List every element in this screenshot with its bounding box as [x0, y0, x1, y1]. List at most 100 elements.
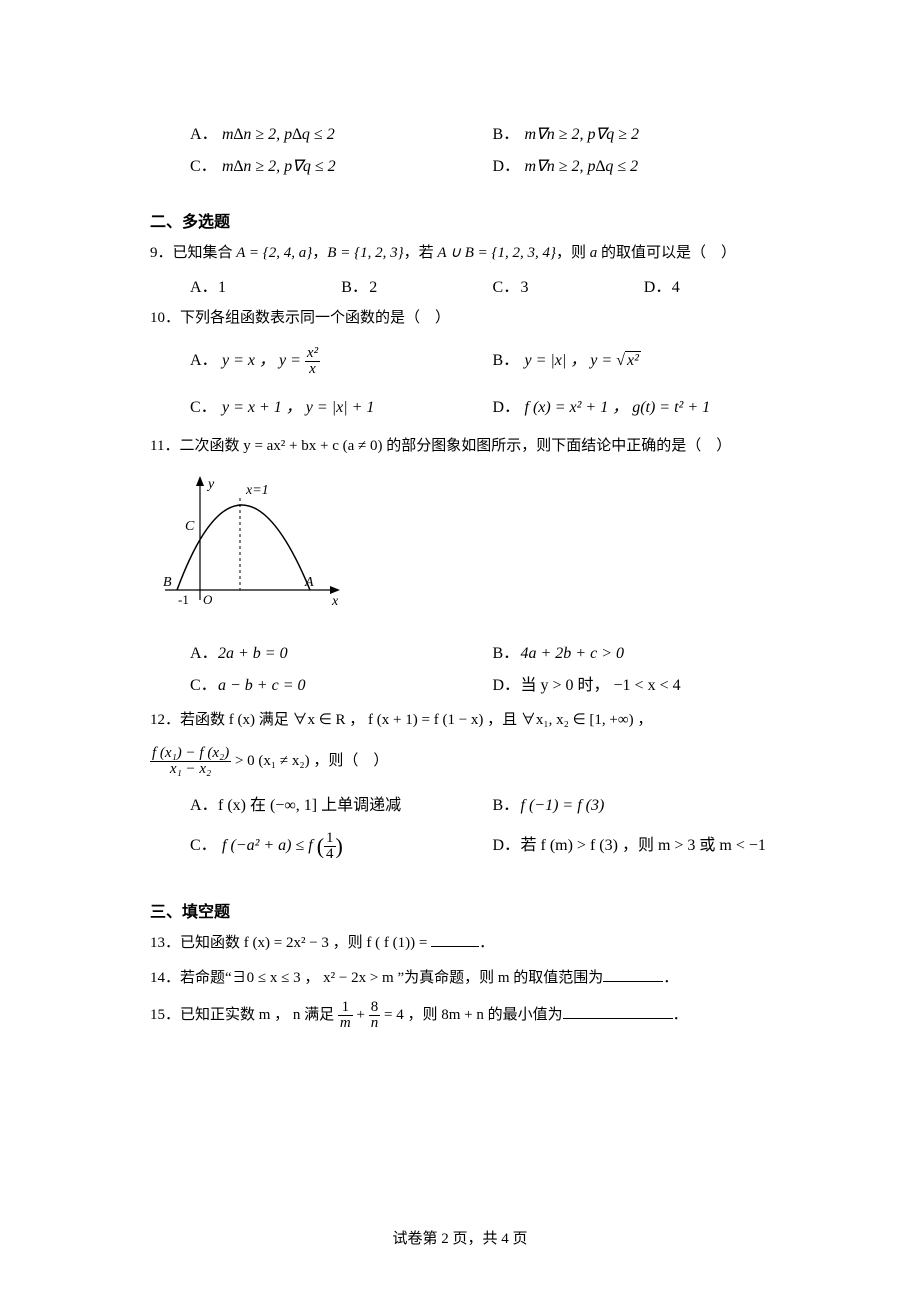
section-3-title: 三、填空题: [150, 898, 795, 922]
opt-label: D．: [493, 831, 521, 855]
opt-label: A．: [190, 120, 218, 144]
math-expr: m∆n ≥ 2, p∇q ≤ 2: [222, 158, 336, 175]
q10-stem: 10．下列各组函数表示同一个函数的是（ ）: [150, 305, 795, 332]
q8-options: A． m∆n ≥ 2, p∆q ≤ 2 B． m∇n ≥ 2, p∇q ≥ 2 …: [190, 116, 795, 180]
opt-label: B．: [493, 120, 521, 144]
q8-opt-c: C． m∆n ≥ 2, p∇q ≤ 2: [190, 148, 493, 180]
q13-pre: 13．已知函数 f (x) = 2x² − 3 ，则 f ( f (1)) =: [150, 935, 431, 951]
q9-opt-b: B．2: [341, 273, 492, 297]
q9-opt-a: A．1: [190, 273, 341, 297]
q10-opt-a: A． y = x ， y = x²x: [190, 338, 493, 385]
x-label: x: [331, 594, 339, 609]
opt-label: C．: [190, 831, 218, 855]
q11-stem: 11．二次函数 y = ax² + bx + c (a ≠ 0) 的部分图象如图…: [150, 433, 795, 460]
parabola-curve: [177, 505, 310, 590]
q8-opt-a: A． m∆n ≥ 2, p∆q ≤ 2: [190, 116, 493, 148]
fraction: 8n: [369, 1000, 381, 1031]
fraction: f (x₁) − f (x₂) x₁ − x₂: [150, 746, 231, 777]
parabola-chart: y x x=1 C B A O -1: [160, 470, 350, 620]
opt-val: 4: [672, 279, 680, 296]
text: ，则: [556, 245, 590, 261]
opt-label: B．: [493, 639, 521, 663]
math-expr: m∇n ≥ 2, p∆q ≤ 2: [525, 158, 639, 175]
opt-label: C．: [190, 671, 218, 695]
exam-page: A． m∆n ≥ 2, p∆q ≤ 2 B． m∇n ≥ 2, p∇q ≥ 2 …: [0, 0, 920, 1302]
y-label: y: [206, 477, 215, 492]
b-label: B: [163, 575, 172, 590]
q12-opt-b: B．f (−1) = f (3): [493, 783, 796, 823]
q11-options: A．2a + b = 0 B．4a + 2b + c > 0 C．a − b +…: [190, 635, 795, 699]
opt-txt: 若 f (m) > f (3) ，则 m > 3 或 m < −1: [521, 837, 766, 854]
q12-options: A．f (x) 在 (−∞, 1] 上单调递减 B．f (−1) = f (3)…: [190, 783, 795, 870]
q10-opt-d: D． f (x) = x² + 1 ， g(t) = t² + 1: [493, 385, 796, 425]
q15: 15．已知正实数 m ， n 满足 1m + 8n = 4 ，则 8m + n …: [150, 1000, 795, 1031]
fraction: x²x: [305, 346, 320, 377]
page-footer: 试卷第 2 页，共 4 页: [0, 1227, 920, 1248]
x1-label: x=1: [245, 483, 269, 498]
q9-options: A．1 B．2 C．3 D．4: [190, 273, 795, 297]
opt-val: 2: [369, 279, 377, 296]
opt-label: C．: [493, 273, 521, 297]
opt-label: B．: [493, 346, 521, 370]
frac-den: 4: [324, 847, 336, 862]
q11-opt-c: C．a − b + c = 0: [190, 667, 493, 699]
math-expr: m∆n ≥ 2, p∆q ≤ 2: [222, 126, 335, 143]
q10-opt-b: B． y = |x| ， y = √x²: [493, 338, 796, 385]
frac-num: f (x₁) − f (x₂): [150, 746, 231, 762]
opt-label: D．: [493, 393, 521, 417]
radicand: x²: [625, 351, 641, 370]
fraction: 1m: [338, 1000, 353, 1031]
c-label: C: [185, 519, 195, 534]
text: ，若: [404, 245, 438, 261]
neg1-label: -1: [178, 592, 189, 607]
math: B = {1, 2, 3}: [327, 245, 403, 261]
q14-pre: 14．若命题“∃0 ≤ x ≤ 3 ， x² − 2x > m ”为真命题，则 …: [150, 970, 603, 986]
opt-label: C．: [190, 393, 218, 417]
opt-label: A．: [190, 639, 218, 663]
o-label: O: [203, 592, 213, 607]
a-label: A: [304, 575, 314, 590]
q8-opt-d: D． m∇n ≥ 2, p∆q ≤ 2: [493, 148, 796, 180]
q8-opt-b: B． m∇n ≥ 2, p∇q ≥ 2: [493, 116, 796, 148]
x-axis-arrow-icon: [330, 586, 340, 594]
opt-txt: 2a + b = 0: [218, 645, 288, 662]
frac-den: x: [305, 362, 320, 377]
opt-label: D．: [644, 273, 672, 297]
frac-num: 1: [324, 831, 336, 847]
opt-txt: 当 y > 0 时， −1 < x < 4: [521, 677, 681, 694]
frac-den: m: [338, 1016, 353, 1031]
opt-pre: f (−a² + a) ≤ f: [222, 837, 317, 854]
y-axis-arrow-icon: [196, 476, 204, 486]
plus: +: [357, 1007, 369, 1023]
frac-num: 1: [338, 1000, 353, 1016]
q13-post: ．: [479, 935, 494, 951]
opt-label: D．: [493, 671, 521, 695]
opt-pre: y = x ， y =: [222, 352, 305, 369]
frac-num: x²: [305, 346, 320, 362]
opt-label: A．: [190, 273, 218, 297]
opt-label: D．: [493, 152, 521, 176]
frac-den: n: [369, 1016, 381, 1031]
q9-opt-d: D．4: [644, 273, 795, 297]
opt-txt: a − b + c = 0: [218, 677, 306, 694]
q12-stem-line1: 12．若函数 f (x) 满足 ∀x ∈ R ， f (x + 1) = f (…: [150, 707, 795, 734]
q9-stem: 9．已知集合 A = {2, 4, a}，B = {1, 2, 3}，若 A ∪…: [150, 240, 795, 267]
q15-pre: 15．已知正实数 m ， n 满足: [150, 1007, 338, 1023]
math: A = {2, 4, a}: [236, 245, 312, 261]
q12-opt-a: A．f (x) 在 (−∞, 1] 上单调递减: [190, 783, 493, 823]
rparen-icon: ): [336, 834, 343, 859]
text: 9．已知集合: [150, 245, 236, 261]
q11-figure: y x x=1 C B A O -1: [160, 470, 795, 625]
tail: > 0 (x₁ ≠ x₂) ，则（ ）: [235, 753, 388, 769]
opt-label: C．: [190, 152, 218, 176]
blank: [563, 1003, 673, 1019]
q12-stem-line2: f (x₁) − f (x₂) x₁ − x₂ > 0 (x₁ ≠ x₂) ，则…: [150, 746, 795, 777]
sqrt: √x²: [616, 351, 641, 370]
blank: [431, 931, 479, 947]
math: A ∪ B = {1, 2, 3, 4}: [437, 245, 556, 261]
opt-label: B．: [493, 791, 521, 815]
frac-num: 8: [369, 1000, 381, 1016]
opt-pre: y = |x| ， y =: [525, 352, 617, 369]
q14: 14．若命题“∃0 ≤ x ≤ 3 ， x² − 2x > m ”为真命题，则 …: [150, 965, 795, 992]
section-2-title: 二、多选题: [150, 208, 795, 232]
